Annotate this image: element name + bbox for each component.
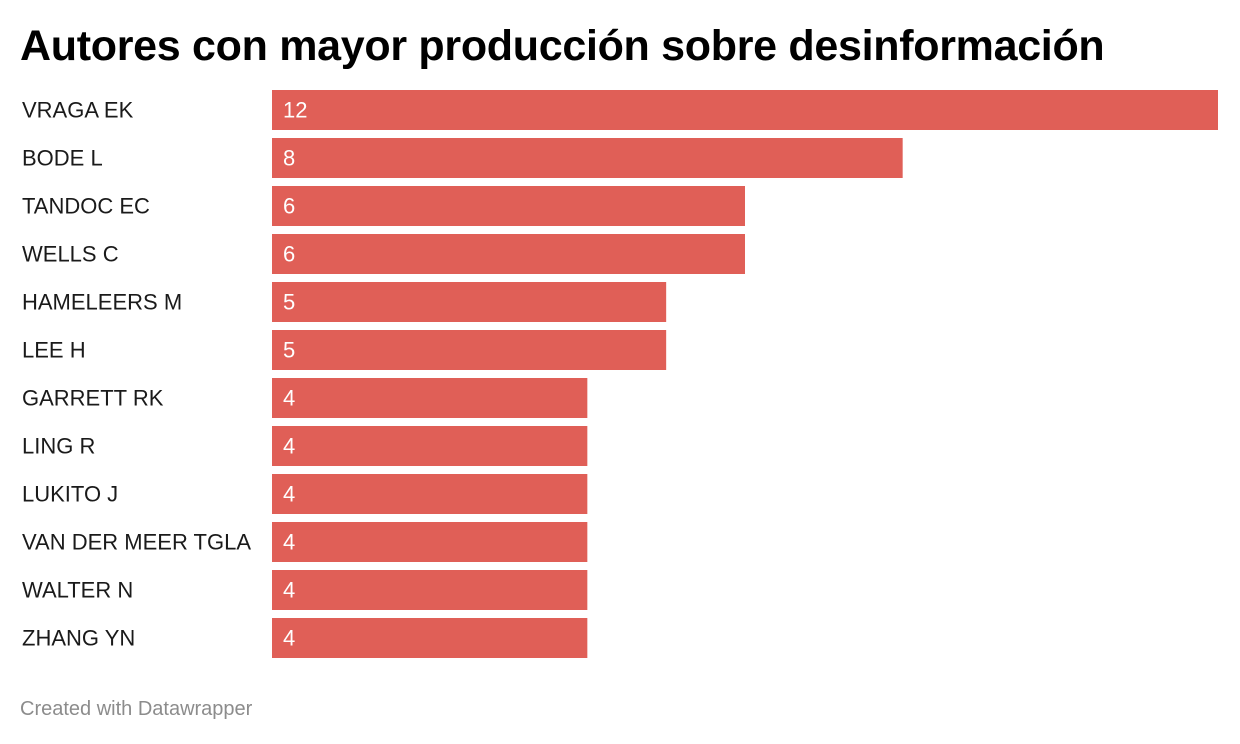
value-label: 4	[283, 482, 295, 507]
value-label: 6	[283, 242, 295, 267]
chart-title: Autores con mayor producción sobre desin…	[20, 22, 1105, 70]
value-label: 6	[283, 194, 295, 219]
category-label: LEE H	[22, 338, 86, 363]
category-label: TANDOC EC	[22, 194, 150, 219]
category-label: ZHANG YN	[22, 626, 135, 651]
value-label: 4	[283, 386, 295, 411]
category-label: BODE L	[22, 146, 103, 171]
bar[interactable]	[272, 570, 588, 610]
bar[interactable]	[272, 330, 667, 370]
category-label: VAN DER MEER TGLA	[22, 530, 251, 555]
category-label: LUKITO J	[22, 482, 118, 507]
category-label: VRAGA EK	[22, 98, 134, 123]
bar[interactable]	[272, 522, 588, 562]
value-label: 4	[283, 530, 295, 555]
footer-credit[interactable]: Created with Datawrapper	[20, 698, 253, 720]
bar[interactable]	[272, 138, 903, 178]
category-label: WALTER N	[22, 578, 133, 603]
value-label: 4	[283, 434, 295, 459]
value-label: 4	[283, 578, 295, 603]
bar[interactable]	[272, 378, 588, 418]
bar[interactable]	[272, 426, 588, 466]
bar[interactable]	[272, 90, 1218, 130]
value-label: 12	[283, 98, 307, 123]
category-label: GARRETT RK	[22, 386, 164, 411]
value-label: 8	[283, 146, 295, 171]
bar[interactable]	[272, 234, 745, 274]
category-label: HAMELEERS M	[22, 290, 182, 315]
value-label: 5	[283, 290, 295, 315]
category-label: WELLS C	[22, 242, 119, 267]
bar[interactable]	[272, 186, 745, 226]
value-label: 4	[283, 626, 295, 651]
bar[interactable]	[272, 618, 588, 658]
category-label: LING R	[22, 434, 95, 459]
value-label: 5	[283, 338, 295, 363]
bar[interactable]	[272, 282, 667, 322]
bar[interactable]	[272, 474, 588, 514]
